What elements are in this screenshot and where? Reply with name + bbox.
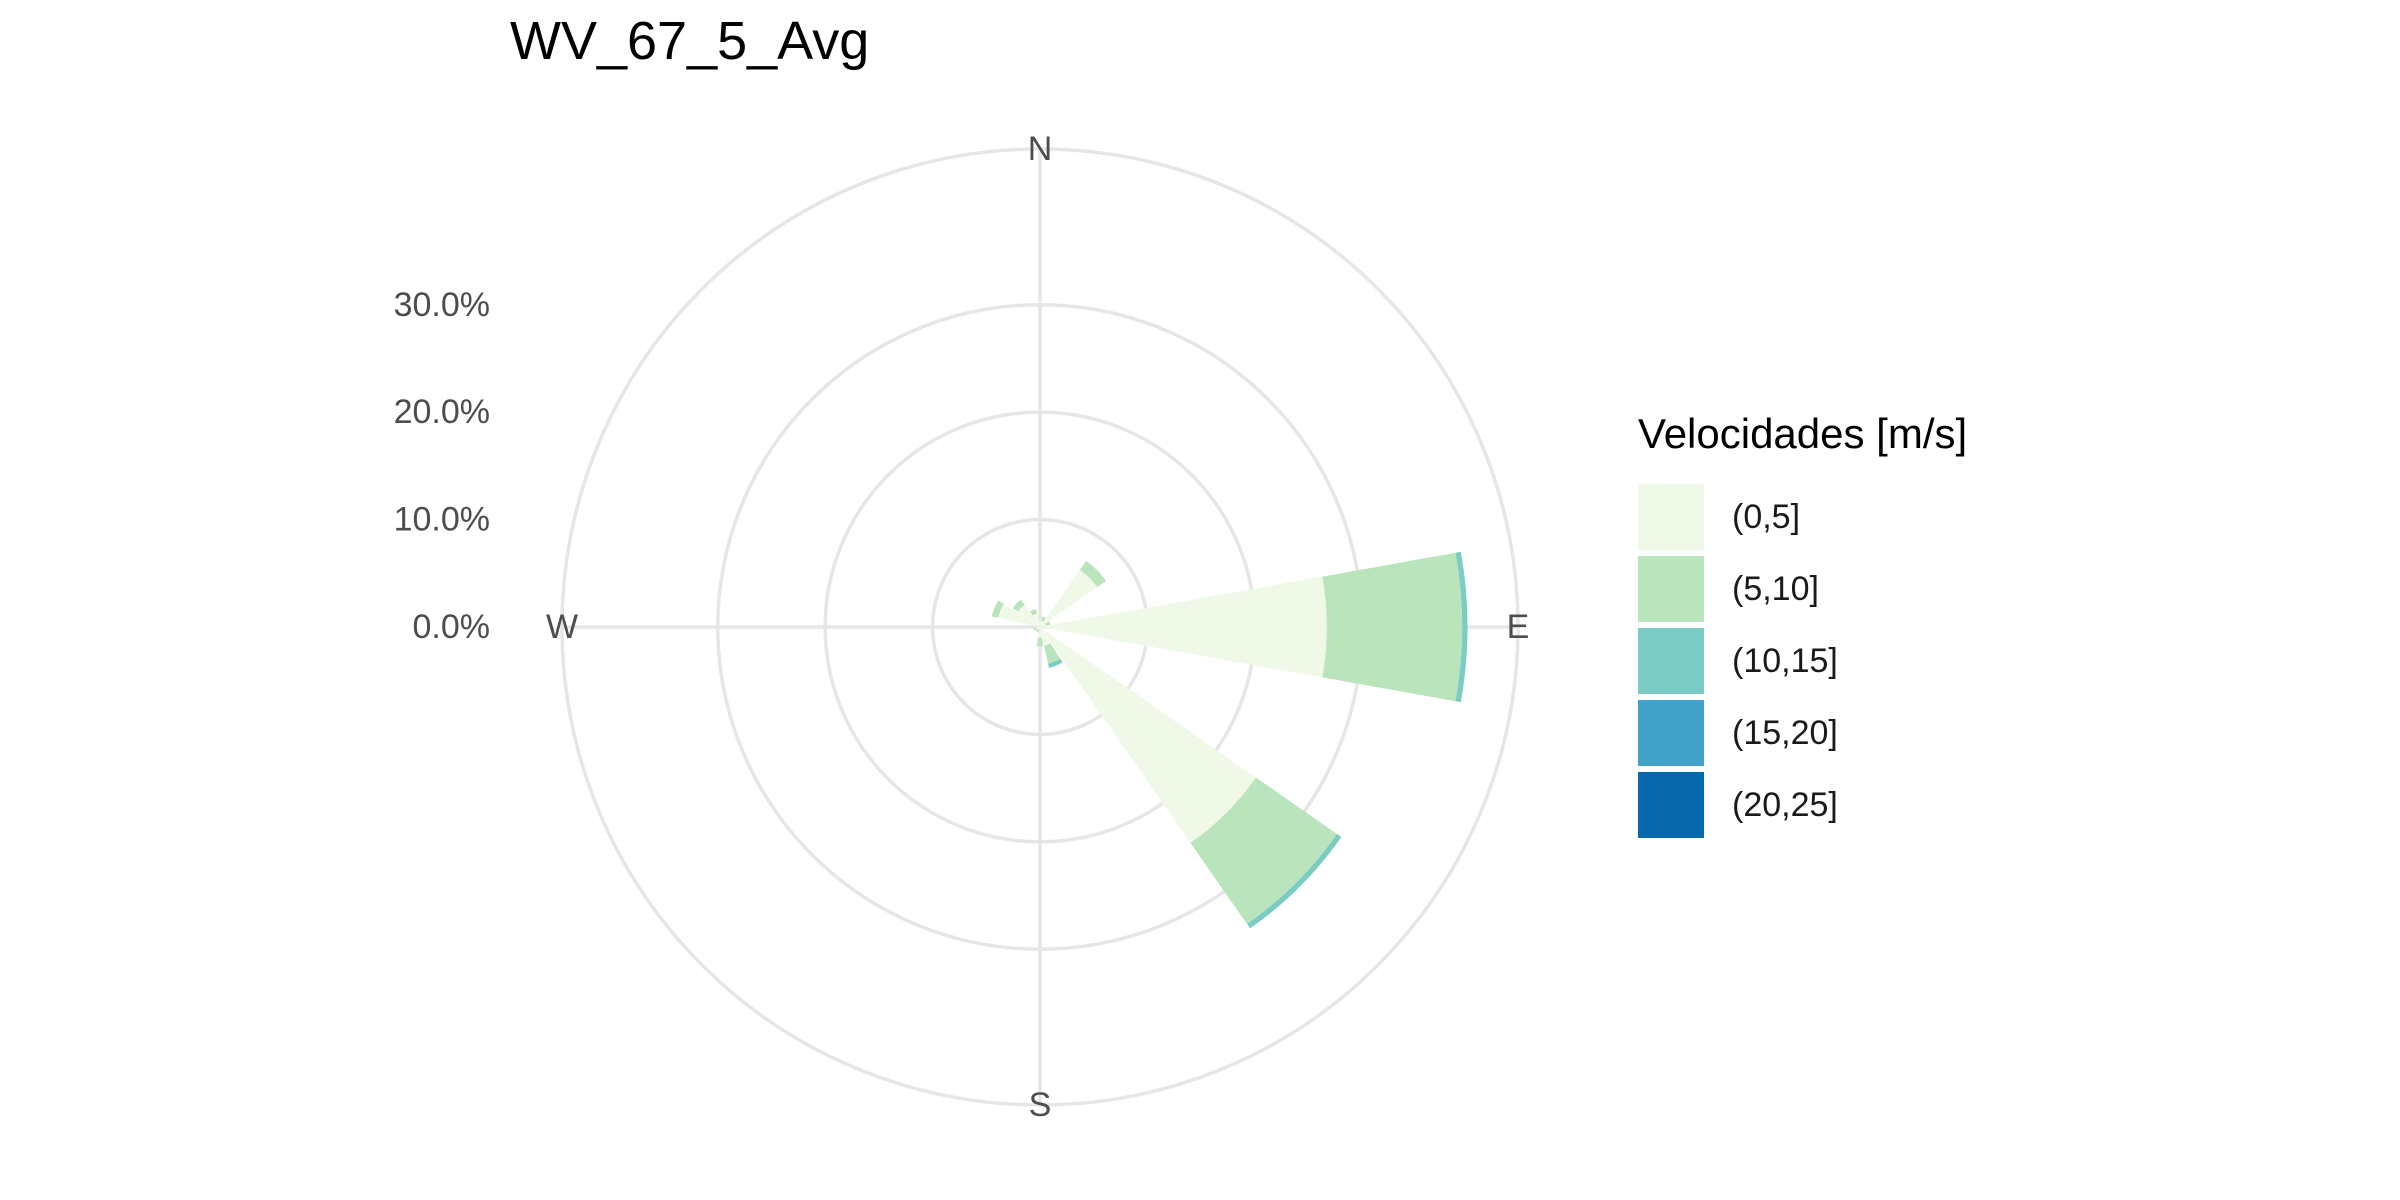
- wind-sector-337.5-speed-0: [1032, 613, 1040, 627]
- wind-sector-225-speed-1: [1035, 628, 1039, 632]
- wind-sector-67.5-speed-1: [1045, 621, 1051, 626]
- wind-sector-292.5-speed-1: [991, 600, 1004, 618]
- wind-sector-292.5-speed-0: [998, 603, 1040, 627]
- legend-key: [1638, 628, 1704, 694]
- wind-sector-180-speed-0: [1038, 627, 1042, 638]
- cardinal-label-s: S: [1029, 1086, 1052, 1124]
- wind-sector-90-speed-2: [1455, 551, 1468, 703]
- cardinal-label-n: N: [1028, 130, 1053, 168]
- wind-sector-202.5-speed-0: [1038, 627, 1040, 631]
- wind-sector-45-speed-0: [1040, 569, 1098, 627]
- wind-sector-202.5-speed-1: [1037, 629, 1040, 633]
- radial-tick-label: 0.0%: [413, 608, 491, 646]
- legend-label: (10,15]: [1732, 641, 1838, 680]
- wind-sector-337.5-speed-1: [1030, 609, 1038, 616]
- legend-item: (15,20]: [1638, 700, 1838, 766]
- legend-key: [1638, 700, 1704, 766]
- wind-sector-22.5-speed-0: [1040, 620, 1044, 627]
- wind-sector-247.5-speed-1: [1033, 627, 1037, 631]
- legend-item: (0,5]: [1638, 484, 1800, 550]
- wind-sector-157.5-speed-2: [1048, 658, 1063, 668]
- wind-sector-90-speed-0: [1040, 576, 1327, 678]
- legend-item: (5,10]: [1638, 556, 1819, 622]
- cardinal-label-e: E: [1507, 608, 1530, 646]
- legend-label: (0,5]: [1732, 497, 1801, 536]
- wind-sector-135-speed-1: [1190, 777, 1337, 924]
- wind-sector-0-speed-0: [1038, 620, 1042, 627]
- wind-sector-180-speed-1: [1036, 637, 1044, 647]
- wind-sector-315-speed-1: [1012, 599, 1025, 612]
- legend-label: (15,20]: [1732, 713, 1838, 752]
- wind-sector-135-speed-2: [1246, 833, 1342, 929]
- legend-key: [1638, 484, 1704, 550]
- wind-sector-67.5-speed-0: [1040, 623, 1047, 627]
- legend-item: (10,15]: [1638, 628, 1838, 694]
- legend-key: [1638, 772, 1704, 838]
- chart-title: WV_67_5_Avg: [510, 11, 870, 71]
- wind-sector-225-speed-0: [1037, 627, 1040, 630]
- radial-tick-label: 10.0%: [394, 501, 490, 539]
- wind-sector-247.5-speed-0: [1035, 627, 1040, 630]
- wind-sector-135-speed-0: [1040, 627, 1256, 843]
- axis-labels: N E S W 0.0% 10.0% 20.0% 30.0%: [394, 130, 1530, 1124]
- legend-key: [1638, 556, 1704, 622]
- wind-sector-315-speed-0: [1017, 604, 1040, 627]
- wind-sector-157.5-speed-1: [1044, 643, 1061, 664]
- cardinal-label-w: W: [546, 608, 578, 646]
- wind-sectors: [991, 551, 1468, 929]
- legend-item: (20,25]: [1638, 772, 1838, 838]
- wind-sector-45-speed-1: [1079, 560, 1107, 588]
- legend-title: Velocidades [m/s]: [1638, 410, 1968, 457]
- radial-tick-label: 20.0%: [394, 393, 490, 431]
- legend-label: (5,10]: [1732, 569, 1819, 608]
- legend-label: (20,25]: [1732, 785, 1838, 824]
- radial-tick-label: 30.0%: [394, 286, 490, 324]
- wind-sector-157.5-speed-0: [1040, 627, 1051, 646]
- wind-sector-90-speed-1: [1322, 552, 1463, 702]
- wind-sector-22.5-speed-1: [1041, 616, 1046, 622]
